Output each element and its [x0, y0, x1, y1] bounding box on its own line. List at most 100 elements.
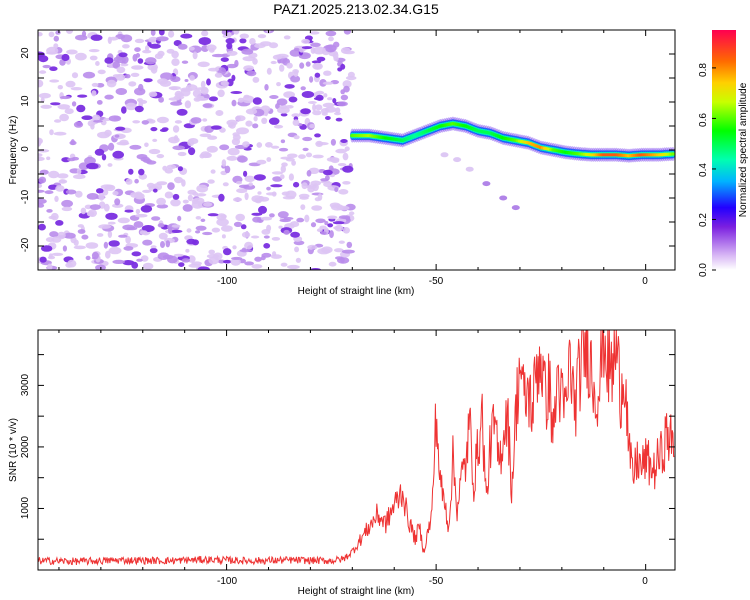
- noise-blob: [157, 252, 170, 260]
- noise-blob: [156, 36, 169, 42]
- noise-blob: [207, 213, 219, 217]
- noise-blob: [172, 125, 180, 133]
- noise-blob: [130, 72, 140, 77]
- noise-blob: [206, 44, 217, 51]
- noise-blob: [81, 234, 89, 240]
- noise-blob: [222, 182, 229, 187]
- noise-blob: [293, 47, 300, 52]
- noise-blob: [202, 103, 213, 108]
- noise-blob: [270, 60, 277, 65]
- noise-blob: [168, 136, 180, 144]
- noise-blob: [335, 256, 344, 260]
- noise-blob: [186, 228, 192, 233]
- noise-blob: [257, 191, 262, 195]
- noise-blob: [164, 168, 174, 174]
- noise-blob: [70, 87, 83, 91]
- noise-blob: [281, 191, 290, 196]
- noise-blob: [38, 79, 44, 88]
- noise-blob: [224, 165, 231, 174]
- snr-ticks: [38, 330, 675, 570]
- noise-blob: [55, 220, 64, 226]
- snr-frame: [37, 329, 676, 571]
- noise-blob: [51, 236, 62, 243]
- noise-blob: [71, 156, 80, 161]
- noise-blob: [221, 159, 227, 167]
- noise-blob: [148, 36, 159, 43]
- noise-blob: [340, 89, 346, 95]
- noise-blob: [134, 178, 139, 184]
- noise-blob: [330, 158, 340, 164]
- noise-blob: [64, 108, 74, 115]
- noise-blob: [197, 61, 210, 68]
- noise-blob: [232, 245, 237, 250]
- spectrogram-y-tick-label-4: -20: [20, 237, 31, 252]
- noise-blob: [96, 188, 104, 194]
- snr-panel: -100 -50 0 1000 2000 3000 Height of stra…: [8, 329, 676, 597]
- noise-blob: [141, 225, 155, 232]
- noise-blob: [252, 58, 258, 65]
- noise-blob: [196, 184, 209, 193]
- noise-blob: [115, 88, 128, 95]
- noise-blob: [342, 227, 350, 234]
- noise-blob: [282, 195, 295, 200]
- noise-blob: [226, 50, 238, 56]
- noise-blob: [342, 80, 352, 88]
- noise-blob: [323, 70, 332, 76]
- noise-blob: [78, 162, 90, 170]
- noise-blob: [226, 155, 238, 161]
- noise-blob: [38, 156, 45, 161]
- noise-blob: [89, 55, 98, 61]
- snr-y-axis-label: SNR (10 * v/v): [8, 418, 19, 482]
- noise-blob: [82, 71, 96, 79]
- noise-blob: [269, 213, 275, 218]
- noise-blob: [181, 60, 189, 64]
- noise-blob: [251, 212, 263, 216]
- noise-blob: [253, 116, 258, 122]
- noise-blob: [304, 214, 310, 223]
- noise-blob: [107, 221, 116, 225]
- noise-blob: [210, 125, 222, 130]
- noise-blob: [136, 258, 143, 262]
- noise-blob: [314, 133, 321, 138]
- noise-blob: [244, 241, 254, 250]
- noise-blob: [271, 237, 281, 241]
- noise-blob: [195, 87, 208, 91]
- noise-blob: [142, 189, 152, 193]
- noise-blob: [157, 223, 165, 228]
- noise-blob: [124, 209, 134, 213]
- snr-y-tick-label-1: 2000: [20, 435, 31, 458]
- noise-blob: [210, 169, 216, 174]
- noise-blob: [166, 164, 177, 170]
- noise-blob: [263, 235, 270, 239]
- noise-blob: [91, 90, 97, 97]
- noise-blob: [112, 203, 124, 208]
- noise-blob: [280, 113, 288, 117]
- noise-blob: [266, 224, 272, 232]
- noise-blob: [65, 189, 77, 195]
- noise-blob: [48, 170, 60, 179]
- noise-blob: [322, 81, 334, 85]
- noise-blob: [243, 170, 248, 177]
- noise-blob: [347, 71, 355, 78]
- noise-blob: [260, 216, 273, 221]
- noise-blob: [170, 86, 178, 91]
- noise-blob: [157, 78, 169, 85]
- noise-blob: [271, 171, 284, 175]
- noise-blob: [142, 262, 154, 270]
- noise-blob: [343, 85, 350, 93]
- noise-blob: [156, 116, 169, 124]
- noise-blob: [40, 104, 52, 109]
- noise-blob: [302, 147, 309, 152]
- noise-blob: [161, 127, 169, 131]
- noise-blob: [122, 260, 135, 266]
- noise-blob: [62, 245, 67, 252]
- noise-blob: [57, 173, 69, 179]
- noise-blob: [231, 74, 236, 82]
- spectrogram-y-tick-label-1: 10: [20, 95, 31, 107]
- noise-blob: [71, 72, 79, 79]
- noise-blob: [301, 38, 310, 44]
- noise-blob: [195, 230, 201, 234]
- noise-blob: [341, 249, 355, 254]
- noise-blob: [208, 67, 220, 72]
- noise-blob: [223, 248, 232, 256]
